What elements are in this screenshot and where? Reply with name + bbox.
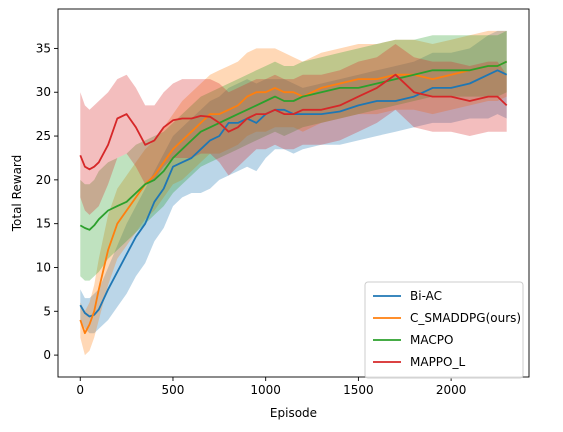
- x-tick-label: 2000: [436, 383, 467, 397]
- y-tick-label: 25: [36, 129, 51, 143]
- x-tick-label: 1000: [250, 383, 281, 397]
- y-tick-label: 15: [36, 217, 51, 231]
- axes: 0 500 1000 1500 2000 0 5 10 15 20 25 30 35: [36, 8, 530, 397]
- series-line-2: [79, 60, 508, 231]
- x-tick-label: 1500: [343, 383, 374, 397]
- legend-label-0: Bi-AC: [410, 289, 442, 303]
- x-tick-label: 500: [162, 383, 185, 397]
- series-lines: [79, 60, 508, 335]
- band-0: [80, 30, 507, 334]
- legend-box: [364, 281, 524, 379]
- y-tick-label: 0: [43, 348, 51, 362]
- legend: Bi-AC C_SMADDPG(ours) MACPO MAPPO_L: [364, 281, 524, 379]
- plot-frame: [57, 8, 530, 378]
- y-tick-label: 10: [36, 260, 51, 274]
- y-tick-label: 35: [36, 41, 51, 55]
- y-tick-label: 20: [36, 173, 51, 187]
- series-line-0: [79, 69, 508, 318]
- legend-label-1: C_SMADDPG(ours): [410, 311, 521, 325]
- confidence-bands: [80, 30, 507, 356]
- y-axis-label: Total Reward: [10, 155, 24, 233]
- band-2: [80, 30, 507, 281]
- x-axis-label: Episode: [270, 406, 317, 420]
- series-line-1: [79, 60, 508, 335]
- band-1: [80, 30, 507, 356]
- y-tick-label: 5: [43, 304, 51, 318]
- legend-label-3: MAPPO_L: [410, 355, 465, 369]
- series-line-3: [79, 73, 508, 171]
- band-3: [80, 44, 507, 215]
- x-tick-label: 0: [76, 383, 84, 397]
- y-tick-label: 30: [36, 85, 51, 99]
- legend-label-2: MACPO: [410, 333, 453, 347]
